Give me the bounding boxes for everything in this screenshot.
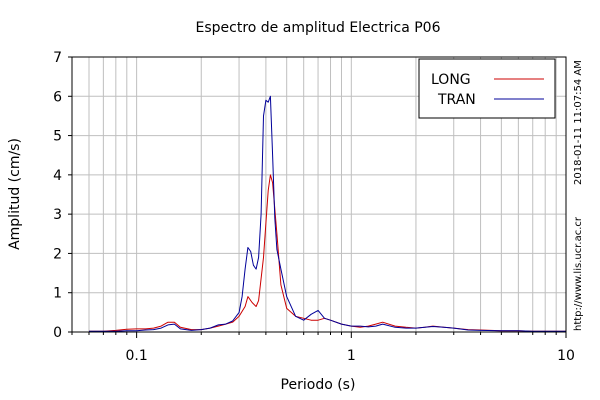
y-axis-label: Amplitud (cm/s) <box>7 138 23 250</box>
y-tick-label: 3 <box>53 207 62 223</box>
x-tick-label: 10 <box>557 348 575 364</box>
series-layer <box>89 95 566 332</box>
legend-label-tran: TRAN <box>437 92 476 108</box>
x-axis-ticks: 0.1 1 10 <box>71 332 575 364</box>
y-tick-label: 4 <box>53 168 62 184</box>
plot-frame <box>71 56 567 333</box>
chart-title: Espectro de amplitud Electrica P06 <box>196 20 441 36</box>
x-axis-label: Periodo (s) <box>281 377 356 393</box>
legend-box <box>418 58 556 119</box>
source-url-text: http://www.lis.ucr.ac.cr <box>573 216 584 331</box>
y-tick-label: 6 <box>53 89 62 105</box>
y-tick-label: 5 <box>53 129 62 145</box>
timestamp-text: 2018-01-11 11:07:54 AM <box>573 60 584 185</box>
y-tick-label: 1 <box>53 286 62 302</box>
y-axis-ticks: 0 1 2 3 4 5 6 7 <box>53 50 72 341</box>
legend: LONG TRAN <box>418 58 556 119</box>
x-tick-label: 1 <box>347 348 356 364</box>
y-tick-label: 0 <box>53 325 62 341</box>
x-tick-label: 0.1 <box>125 348 147 364</box>
series-line-tran <box>89 95 566 332</box>
y-tick-label: 7 <box>53 50 62 66</box>
y-tick-label: 2 <box>53 246 62 262</box>
legend-label-long: LONG <box>431 72 471 88</box>
